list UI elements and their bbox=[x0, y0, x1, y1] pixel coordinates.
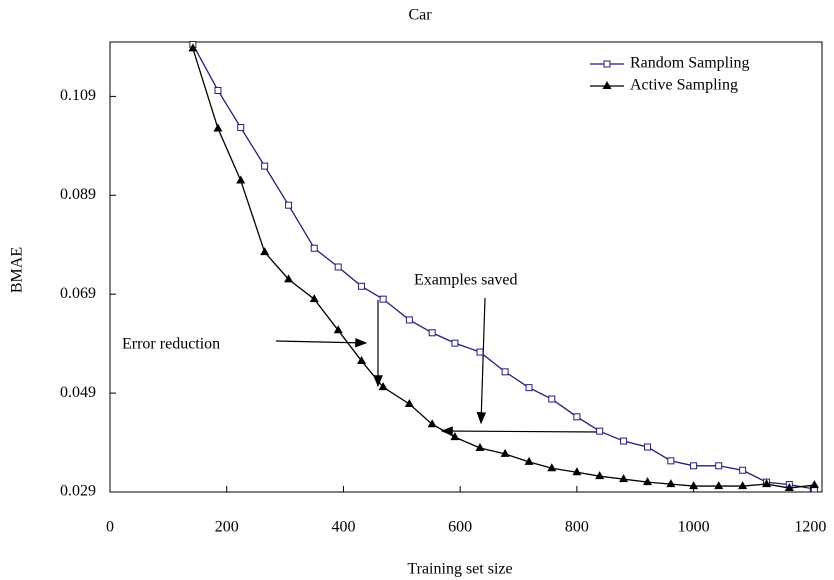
point bbox=[309, 294, 319, 303]
point bbox=[378, 382, 388, 391]
point bbox=[260, 247, 270, 256]
point bbox=[573, 413, 581, 421]
x-tick-label: 600 bbox=[448, 519, 472, 536]
point bbox=[596, 427, 604, 435]
point bbox=[762, 479, 772, 488]
point bbox=[236, 175, 246, 184]
point bbox=[357, 355, 367, 364]
y-tick-label: 0.049 bbox=[60, 384, 96, 401]
point bbox=[284, 274, 294, 283]
x-tick-label: 800 bbox=[565, 519, 589, 536]
y-tick-label: 0.109 bbox=[60, 87, 96, 104]
point bbox=[404, 398, 414, 407]
y-tick-label: 0.089 bbox=[60, 186, 96, 203]
point bbox=[548, 395, 556, 403]
point bbox=[619, 474, 629, 483]
point bbox=[644, 443, 652, 451]
point bbox=[689, 481, 699, 490]
point bbox=[333, 325, 343, 334]
point bbox=[237, 124, 245, 132]
point bbox=[500, 448, 510, 457]
point bbox=[476, 348, 484, 356]
point bbox=[643, 477, 653, 486]
point bbox=[666, 479, 676, 488]
point bbox=[334, 263, 342, 271]
point bbox=[547, 463, 557, 472]
point bbox=[285, 201, 293, 209]
point bbox=[475, 442, 485, 451]
point bbox=[379, 295, 387, 303]
point bbox=[358, 282, 366, 290]
y-axis-label: BMAE bbox=[9, 247, 26, 293]
x-tick-label: 1200 bbox=[794, 519, 826, 536]
point bbox=[738, 481, 748, 490]
legend-marker bbox=[603, 60, 611, 68]
x-axis-label: Training set size bbox=[407, 561, 512, 578]
point bbox=[188, 43, 198, 52]
legend-marker bbox=[602, 81, 612, 89]
x-tick-label: 200 bbox=[215, 519, 239, 536]
point bbox=[739, 466, 747, 474]
annotation-arrows bbox=[275, 297, 601, 436]
chart-title: Car bbox=[408, 7, 432, 24]
point bbox=[213, 123, 223, 132]
series-line bbox=[192, 48, 815, 489]
point bbox=[405, 316, 413, 324]
point bbox=[595, 471, 605, 480]
annotation: Error reduction bbox=[122, 336, 220, 353]
point bbox=[261, 162, 269, 170]
x-tick-label: 400 bbox=[331, 519, 355, 536]
point bbox=[428, 329, 436, 337]
point bbox=[427, 419, 437, 428]
point bbox=[524, 456, 534, 465]
point bbox=[501, 368, 509, 376]
point bbox=[667, 457, 675, 465]
point bbox=[572, 467, 582, 476]
point bbox=[809, 480, 819, 489]
point bbox=[784, 483, 794, 492]
y-tick-label: 0.069 bbox=[60, 285, 96, 302]
y-tick-label: 0.029 bbox=[60, 483, 96, 500]
point bbox=[310, 244, 318, 252]
point bbox=[450, 432, 460, 441]
annotation: Examples saved bbox=[414, 272, 518, 289]
plot-frame bbox=[109, 41, 823, 493]
point bbox=[451, 339, 459, 347]
point bbox=[620, 437, 628, 445]
x-tick-label: 1000 bbox=[678, 519, 710, 536]
legend-label: Random Sampling bbox=[630, 55, 750, 72]
point bbox=[715, 462, 723, 470]
x-tick-label: 0 bbox=[106, 519, 114, 536]
legend-label: Active Sampling bbox=[630, 77, 738, 94]
point bbox=[525, 384, 533, 392]
point bbox=[714, 481, 724, 490]
series-line bbox=[192, 44, 815, 490]
point bbox=[690, 462, 698, 470]
point bbox=[214, 86, 222, 94]
